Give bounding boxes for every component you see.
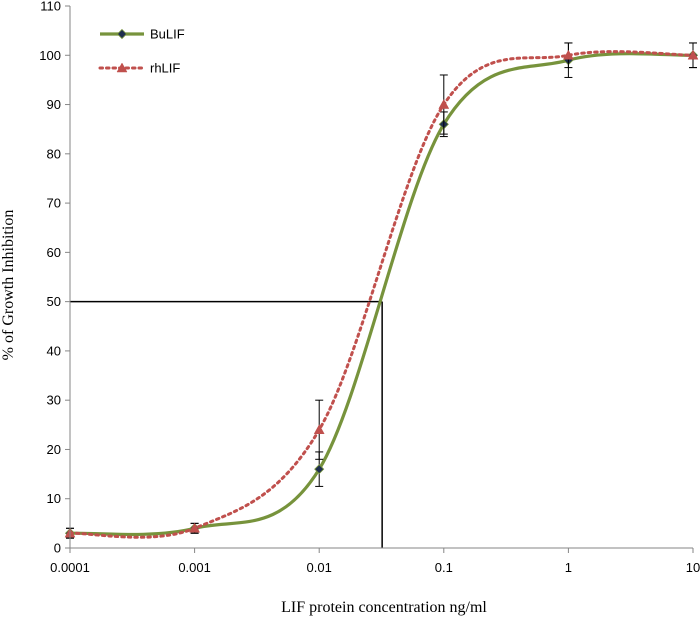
x-tick-label: 0.01 xyxy=(307,560,332,575)
x-tick-label: 0.0001 xyxy=(50,560,90,575)
legend-label-bulif: BuLIF xyxy=(150,27,185,42)
y-axis-title: % of Growth Inhibition xyxy=(0,210,17,361)
x-tick-label: 0.001 xyxy=(178,560,211,575)
data-point-rhlif xyxy=(438,99,450,109)
legend-label-rhlif: rhLIF xyxy=(150,61,180,76)
legend: BuLIF rhLIF xyxy=(98,27,185,76)
x-tick-label: 10 xyxy=(686,560,700,575)
data-point-bulif xyxy=(314,464,325,475)
y-tick-label: 40 xyxy=(47,343,61,358)
x-tick-label: 0.1 xyxy=(435,560,453,575)
y-tick-label: 20 xyxy=(47,442,61,457)
data-point-rhlif xyxy=(562,49,574,60)
series-rhlif xyxy=(64,42,699,539)
data-point-rhlif xyxy=(687,49,699,60)
legend-marker-rhlif xyxy=(116,62,128,73)
y-tick-label: 0 xyxy=(54,541,61,556)
ec50-reference-lines xyxy=(70,300,383,548)
y-tick-label: 80 xyxy=(47,146,61,161)
y-tick-label: 30 xyxy=(47,393,61,408)
x-tick-label: 1 xyxy=(565,560,572,575)
y-tick-label: 50 xyxy=(47,294,61,309)
y-tick-label: 110 xyxy=(40,0,61,14)
y-tick-label: 90 xyxy=(47,97,61,112)
y-tick-label: 10 xyxy=(47,491,61,506)
y-tick-label: 100 xyxy=(39,48,61,63)
legend-marker-bulif xyxy=(116,28,128,40)
y-tick-label: 70 xyxy=(47,196,61,211)
series-layer xyxy=(64,42,699,539)
x-axis-title: LIF protein concentration ng/ml xyxy=(281,599,487,616)
y-tick-label: 60 xyxy=(47,245,61,260)
data-point-rhlif xyxy=(189,522,201,533)
data-point-rhlif xyxy=(313,424,325,434)
